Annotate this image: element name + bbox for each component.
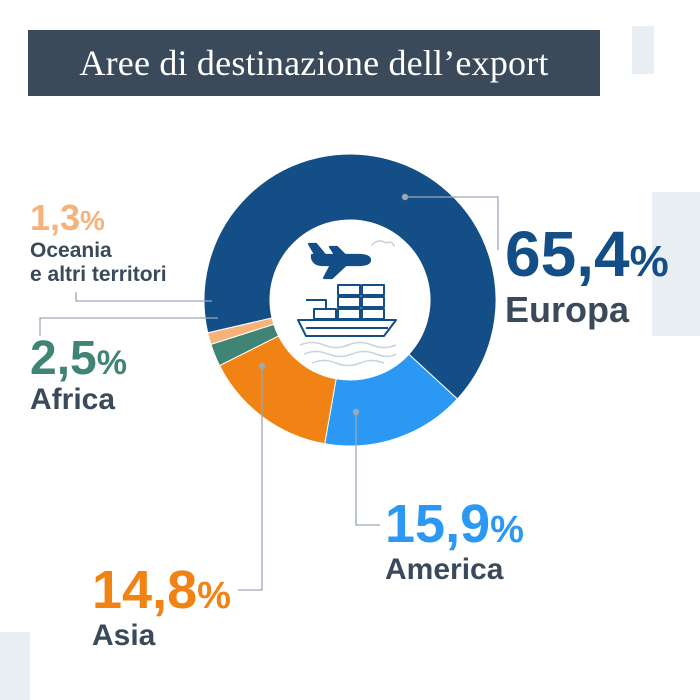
value-america: 15,9	[385, 494, 490, 554]
name-africa: Africa	[30, 385, 127, 415]
leader-line-oceania	[76, 292, 212, 301]
name-oceania-line-2: e altri territori	[30, 264, 167, 285]
label-europa: 65,4% Europa	[505, 222, 669, 328]
value-asia: 14,8	[92, 560, 197, 620]
cargo-ship-icon	[298, 285, 396, 366]
percent-sign: %	[630, 237, 669, 286]
name-asia: Asia	[92, 621, 231, 651]
value-oceania: 1,3	[30, 197, 80, 238]
percent-sign: %	[80, 205, 105, 236]
percent-sign: %	[97, 344, 127, 382]
label-oceania: 1,3% Oceania e altri territori	[30, 200, 167, 285]
name-america: America	[385, 555, 524, 585]
value-africa: 2,5	[30, 332, 97, 385]
percent-sign: %	[490, 509, 524, 551]
percent-sign: %	[197, 575, 231, 617]
label-america: 15,9% America	[385, 497, 524, 585]
name-oceania-line-1: Oceania	[30, 240, 167, 261]
airplane-icon	[309, 241, 394, 278]
label-africa: 2,5% Africa	[30, 335, 127, 415]
center-icons	[298, 241, 396, 366]
label-asia: 14,8% Asia	[92, 563, 231, 651]
value-europa: 65,4	[505, 218, 630, 290]
name-europa: Europa	[505, 292, 669, 328]
